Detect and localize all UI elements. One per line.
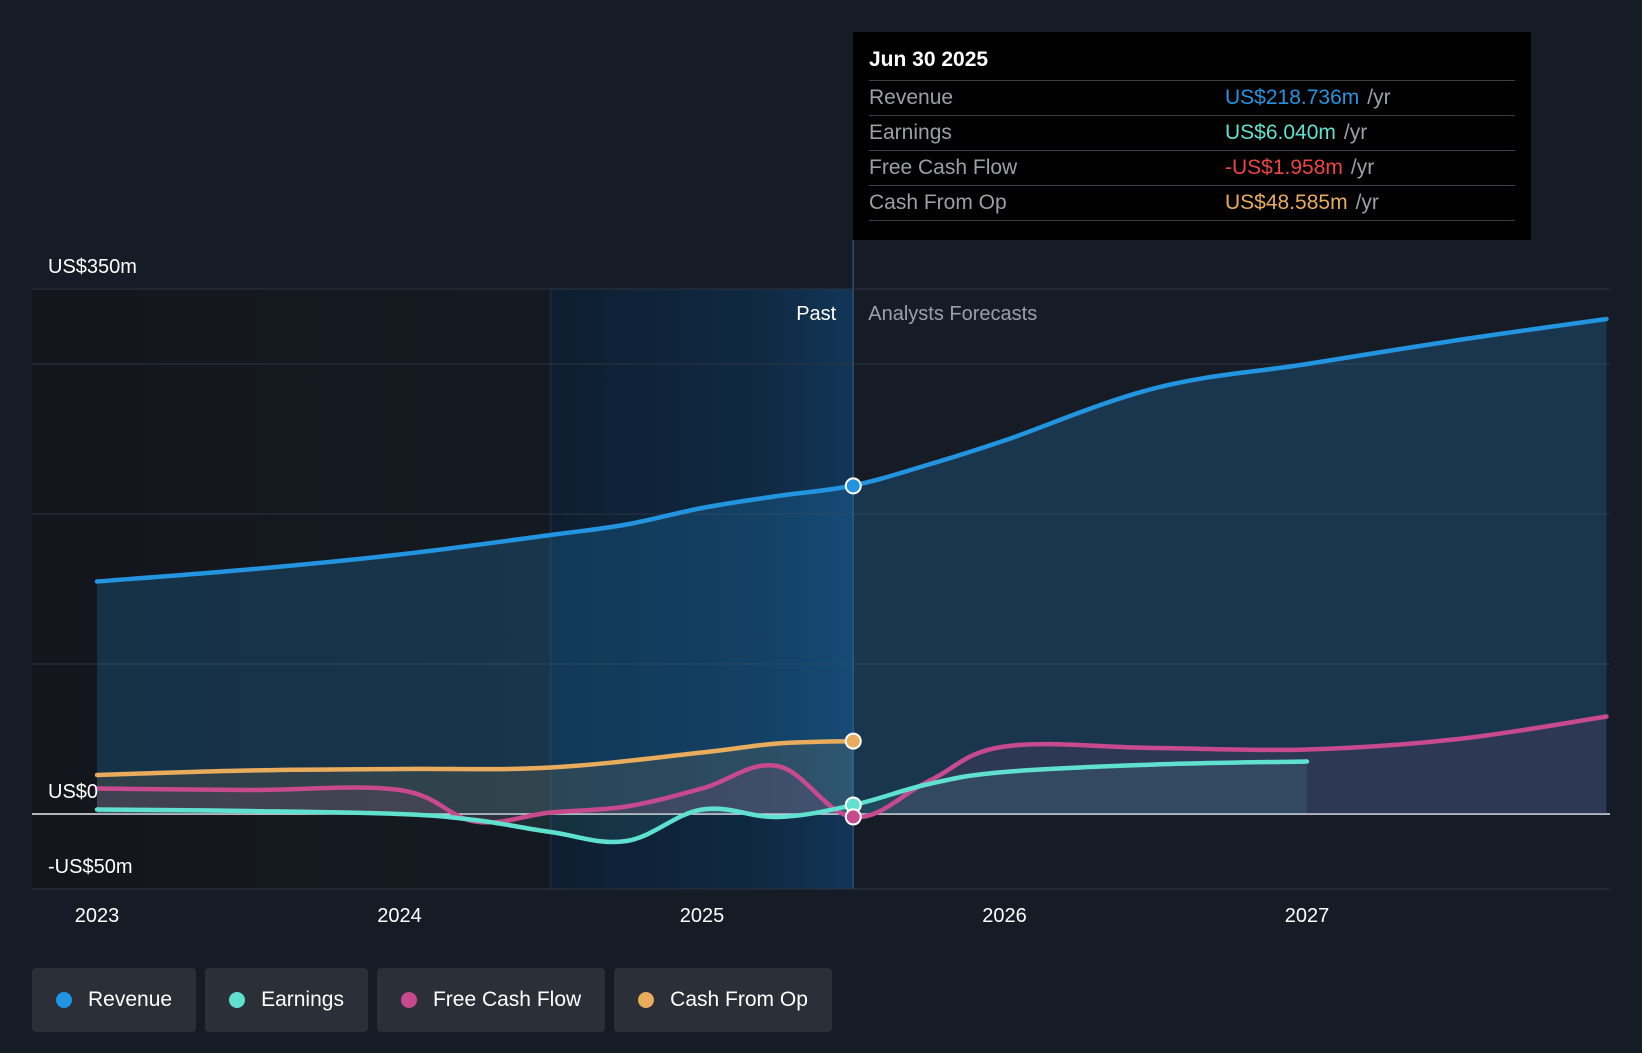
x-axis-tick-label: 2027 <box>1285 905 1330 927</box>
tooltip-value: -US$1.958m <box>1225 156 1343 179</box>
marker-cash-from-op <box>844 732 862 750</box>
tooltip-row-earnings: Earnings US$6.040m /yr <box>869 116 1515 151</box>
tooltip-unit: /yr <box>1343 121 1368 144</box>
legend-dot-icon <box>229 992 246 1008</box>
tooltip-date: Jun 30 2025 <box>869 46 1515 81</box>
legend-label: Revenue <box>88 988 173 1011</box>
marker-free-cash-flow <box>844 808 862 826</box>
tooltip-row-free-cash-flow: Free Cash Flow -US$1.958m /yr <box>869 151 1515 186</box>
legend-dot-icon <box>56 992 72 1008</box>
legend-item-free-cash-flow[interactable]: Free Cash Flow <box>376 968 606 1032</box>
tooltip-value: US$218.736m <box>1225 86 1360 109</box>
series-line-revenue <box>94 316 1609 584</box>
tooltip-row-cash-from-op: Cash From Op US$48.585m /yr <box>869 186 1515 221</box>
past-label: Past <box>796 303 836 325</box>
tooltip-label: Free Cash Flow <box>869 156 1018 179</box>
legend-item-earnings[interactable]: Earnings <box>205 968 368 1032</box>
tooltip-label: Cash From Op <box>869 191 1007 214</box>
tooltip-value: US$48.585m <box>1225 191 1348 214</box>
tooltip-panel: Jun 30 2025 Revenue US$218.736m /yr Earn… <box>853 32 1531 240</box>
tooltip-row-revenue: Revenue US$218.736m /yr <box>869 81 1515 116</box>
series-area-free-cash-flow <box>97 716 1607 823</box>
legend-label: Cash From Op <box>670 988 808 1011</box>
series-area-earnings <box>97 761 1307 843</box>
series-line-free-cash-flow <box>94 714 1609 825</box>
x-axis-tick-label: 2025 <box>680 905 725 927</box>
legend-label: Free Cash Flow <box>432 988 582 1011</box>
x-axis-tick-label: 2024 <box>377 905 422 927</box>
series-line-cash-from-op <box>94 738 856 778</box>
legend-dot-icon <box>638 992 655 1008</box>
legend-dot-icon <box>400 992 417 1008</box>
y-axis-label: US$350m <box>48 256 137 278</box>
y-axis-label: US$0 <box>48 781 98 803</box>
tooltip-label: Earnings <box>869 121 952 144</box>
legend: Revenue Earnings Free Cash Flow Cash Fro… <box>32 968 832 1032</box>
forecast-label: Analysts Forecasts <box>868 303 1037 325</box>
tooltip-unit: /yr <box>1355 191 1379 214</box>
tooltip-unit: /yr <box>1367 86 1391 109</box>
legend-label: Earnings <box>261 988 344 1011</box>
series-line-earnings <box>94 759 1310 845</box>
marker-revenue <box>844 477 862 495</box>
tooltip-value: US$6.040m <box>1225 121 1336 144</box>
series-area-revenue <box>97 319 1607 814</box>
legend-item-revenue[interactable]: Revenue <box>32 968 197 1032</box>
tooltip-unit: /yr <box>1350 156 1375 179</box>
tooltip-label: Revenue <box>869 86 954 109</box>
y-axis-label: -US$50m <box>48 856 132 878</box>
legend-item-cash-from-op[interactable]: Cash From Op <box>614 968 832 1032</box>
series-area-cash-from-op <box>97 741 854 814</box>
x-axis-tick-label: 2023 <box>75 905 120 927</box>
x-axis-tick-label: 2026 <box>982 905 1027 927</box>
